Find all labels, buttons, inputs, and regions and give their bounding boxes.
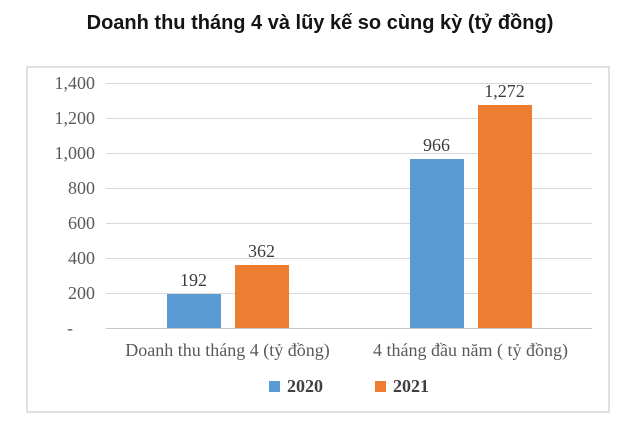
- data-label-2020-category-2: 966: [423, 134, 450, 155]
- data-label-2021-category-1: 362: [248, 240, 275, 261]
- legend: 2020 2021: [106, 376, 592, 396]
- chart-frame: - 200 400 600 800 1,000 1,200 1,400 Doanh thu th…: [26, 66, 610, 413]
- legend-label-2020: 2020: [287, 376, 323, 396]
- x-axis-category-label: Doanh thu tháng 4 (tỷ đồng): [125, 340, 330, 360]
- legend-item-2020: 2020: [269, 377, 323, 395]
- data-label-2020-category-1: 192: [180, 270, 207, 291]
- data-label-2021-category-2: 1,272: [484, 81, 525, 102]
- legend-swatch-icon-2021: [375, 380, 386, 392]
- y-axis-tick-label: 600: [68, 213, 95, 233]
- y-axis-tick-label: -: [67, 318, 73, 338]
- y-axis-tick-label: 200: [68, 283, 95, 303]
- bar-2021-category-2: [477, 105, 532, 328]
- bar-2020-category-1: [166, 294, 221, 328]
- y-axis-tick-label: 1,200: [54, 108, 96, 128]
- gridline-600: [106, 223, 592, 224]
- y-axis-tick-label: 400: [68, 248, 95, 268]
- chart-title: Doanh thu tháng 4 và lũy kế so cùng kỳ (…: [86, 12, 554, 34]
- gridline-1400: [106, 83, 592, 84]
- gridline-0: [106, 328, 592, 329]
- gridline-1000: [106, 153, 592, 154]
- gridline-1200: [106, 118, 592, 119]
- y-axis-tick-label: 1,400: [54, 73, 96, 93]
- plot-area: - 200 400 600 800 1,000 1,200 1,400 Doanh thu th…: [28, 68, 608, 411]
- bar-2020-category-2: [409, 158, 464, 328]
- legend-item-2021: 2021: [375, 377, 429, 395]
- y-axis-tick-label: 800: [68, 178, 95, 198]
- x-axis-category-label: 4 tháng đầu năm ( tỷ đồng): [373, 340, 568, 360]
- legend-label-2021: 2021: [393, 376, 429, 396]
- bar-2021-category-1: [234, 264, 289, 328]
- y-axis-tick-label: 1,000: [54, 143, 96, 163]
- gridline-200: [106, 293, 592, 294]
- gridline-400: [106, 258, 592, 259]
- legend-swatch-icon-2020: [269, 380, 280, 392]
- gridline-800: [106, 188, 592, 189]
